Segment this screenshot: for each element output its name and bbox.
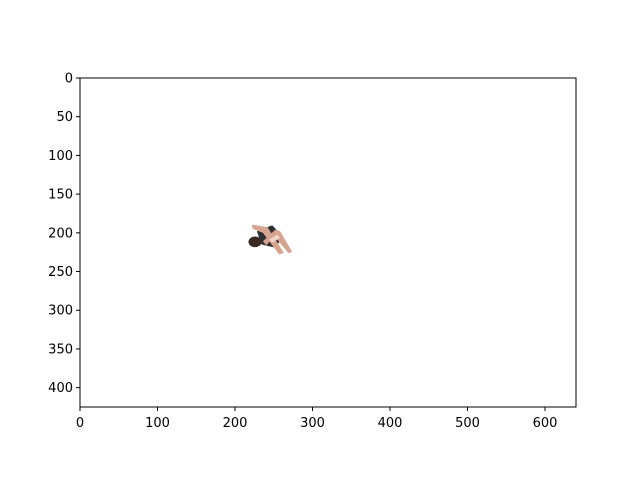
axes-frame: [79, 77, 577, 408]
y-tick-label: 200: [48, 226, 73, 241]
image-layer: [248, 224, 293, 255]
figure-hair: [248, 236, 262, 248]
y-tick-label: 400: [48, 381, 73, 396]
y-tick-label: 100: [48, 149, 73, 164]
x-tick-label: 0: [76, 416, 84, 431]
y-axis-ticks: 0 50 100 150 200 250 300 350 400: [48, 72, 80, 396]
y-tick-label: 350: [48, 342, 73, 357]
x-axis-ticks: 0 100 200 300 400 500 600: [76, 407, 558, 431]
y-tick-label: 50: [56, 110, 73, 125]
x-tick-label: 300: [300, 416, 325, 431]
x-tick-label: 500: [455, 416, 480, 431]
y-tick-label: 0: [65, 72, 73, 87]
x-tick-label: 400: [378, 416, 403, 431]
figure-highlight: [268, 234, 281, 243]
y-tick-label: 250: [48, 265, 73, 280]
x-tick-label: 600: [533, 416, 558, 431]
figure-limb: [262, 229, 293, 254]
x-tick-label: 200: [223, 416, 248, 431]
y-tick-label: 150: [48, 188, 73, 203]
y-tick-label: 300: [48, 304, 73, 319]
x-tick-label: 100: [145, 416, 170, 431]
figure-cutout: [248, 224, 293, 255]
